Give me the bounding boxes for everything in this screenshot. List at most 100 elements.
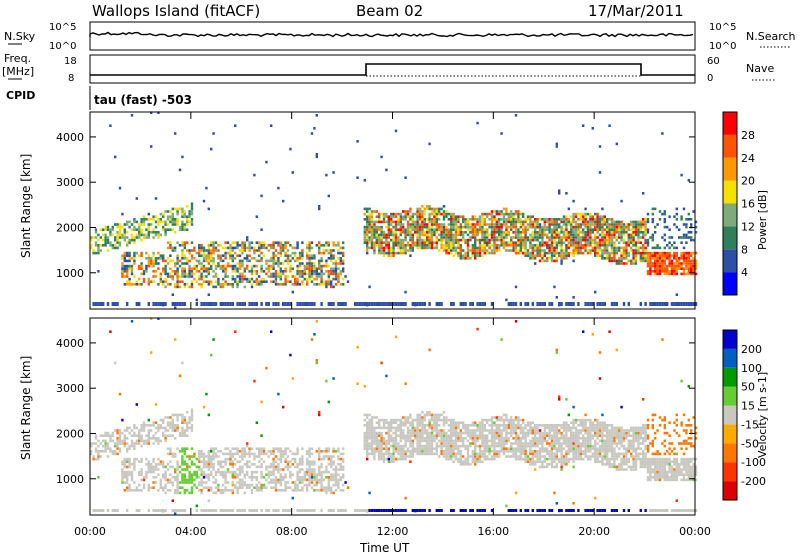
velocity-cell bbox=[174, 424, 177, 427]
velocity-cell bbox=[243, 463, 246, 466]
velocity-cell bbox=[188, 473, 191, 476]
power-cell bbox=[668, 246, 671, 250]
power-cell bbox=[572, 251, 575, 255]
power-cell bbox=[661, 262, 664, 265]
power-cell bbox=[634, 249, 638, 252]
velocity-cell bbox=[442, 439, 446, 443]
power-cell bbox=[565, 251, 568, 255]
power-cell bbox=[651, 233, 654, 237]
power-cell bbox=[308, 275, 311, 278]
power-cell bbox=[459, 254, 462, 257]
power-cell bbox=[205, 259, 208, 263]
velocity-cell bbox=[133, 463, 136, 466]
power-cell bbox=[622, 302, 626, 306]
power-cell bbox=[435, 225, 438, 229]
power-cell bbox=[315, 277, 318, 281]
power-cell bbox=[466, 225, 470, 229]
power-cell bbox=[567, 246, 570, 250]
velocity-cell bbox=[214, 486, 218, 489]
velocity-cell bbox=[397, 442, 400, 445]
power-cell bbox=[308, 244, 311, 247]
power-cell bbox=[123, 270, 126, 273]
velocity-cell bbox=[325, 491, 328, 495]
power-cell bbox=[462, 257, 465, 260]
power-cell bbox=[454, 249, 458, 252]
velocity-cell bbox=[298, 468, 302, 471]
velocity-cell bbox=[308, 460, 311, 463]
velocity-cell bbox=[190, 411, 194, 414]
power-cell bbox=[572, 246, 575, 250]
velocity-cell bbox=[123, 444, 126, 448]
power-cell bbox=[464, 302, 467, 306]
power-cell bbox=[459, 251, 462, 255]
velocity-cell bbox=[243, 481, 246, 484]
power-cell bbox=[490, 215, 494, 218]
power-cell bbox=[421, 215, 424, 218]
velocity-cell bbox=[214, 491, 218, 495]
power-cell bbox=[442, 238, 446, 242]
velocity-cell bbox=[315, 481, 318, 484]
power-cell bbox=[188, 275, 191, 278]
power-cell bbox=[303, 277, 306, 281]
power-cell bbox=[450, 246, 453, 250]
velocity-cell bbox=[195, 486, 198, 489]
velocity-cell bbox=[416, 421, 419, 424]
power-cell bbox=[622, 228, 626, 231]
power-cell bbox=[306, 264, 309, 268]
power-cell bbox=[555, 220, 558, 224]
power-cell bbox=[586, 236, 590, 239]
velocity-cell bbox=[382, 439, 386, 443]
power-cell bbox=[694, 259, 698, 263]
power-cell bbox=[615, 236, 618, 239]
power-cell bbox=[387, 233, 390, 237]
power-cell bbox=[166, 210, 170, 213]
power-cell bbox=[541, 257, 544, 260]
power-cell bbox=[265, 267, 268, 270]
velocity-cell bbox=[363, 385, 366, 388]
power-cell bbox=[457, 254, 460, 257]
power-cell bbox=[589, 251, 592, 255]
power-cell bbox=[646, 238, 650, 242]
velocity-cell bbox=[308, 468, 311, 471]
power-cell bbox=[546, 220, 549, 224]
power-cell bbox=[200, 302, 203, 306]
power-cell bbox=[649, 264, 652, 268]
power-cell bbox=[548, 251, 551, 255]
power-cell bbox=[154, 257, 158, 260]
power-cell bbox=[538, 241, 542, 244]
power-cell bbox=[181, 223, 184, 226]
power-cell bbox=[469, 225, 472, 229]
power-cell bbox=[666, 251, 669, 255]
velocity-cell bbox=[406, 429, 410, 432]
velocity-cell bbox=[118, 437, 122, 440]
power-cell bbox=[440, 236, 443, 239]
power-cell bbox=[452, 254, 455, 257]
velocity-cell bbox=[452, 460, 455, 463]
velocity-cell bbox=[330, 465, 333, 469]
power-cell bbox=[644, 257, 647, 260]
velocity-cell bbox=[322, 457, 326, 461]
power-cell bbox=[224, 272, 227, 276]
velocity-cell bbox=[171, 509, 174, 512]
power-cell bbox=[675, 272, 678, 276]
power-cell bbox=[500, 228, 503, 231]
power-cell bbox=[584, 238, 587, 242]
power-cell bbox=[493, 231, 496, 234]
power-cell bbox=[217, 283, 220, 286]
power-cell bbox=[253, 249, 256, 252]
power-cell bbox=[231, 249, 234, 252]
power-cell bbox=[200, 285, 203, 289]
velocity-cell bbox=[171, 426, 174, 430]
power-cell bbox=[375, 241, 378, 244]
velocity-cell bbox=[385, 509, 388, 512]
power-cell bbox=[517, 249, 520, 252]
velocity-cell bbox=[166, 416, 170, 419]
power-cell bbox=[363, 179, 366, 182]
power-cell bbox=[337, 272, 340, 276]
velocity-cell bbox=[150, 468, 153, 471]
velocity-cell bbox=[123, 442, 126, 445]
velocity-cell bbox=[157, 429, 160, 432]
power-cell bbox=[524, 233, 527, 237]
power-cell bbox=[181, 267, 184, 270]
